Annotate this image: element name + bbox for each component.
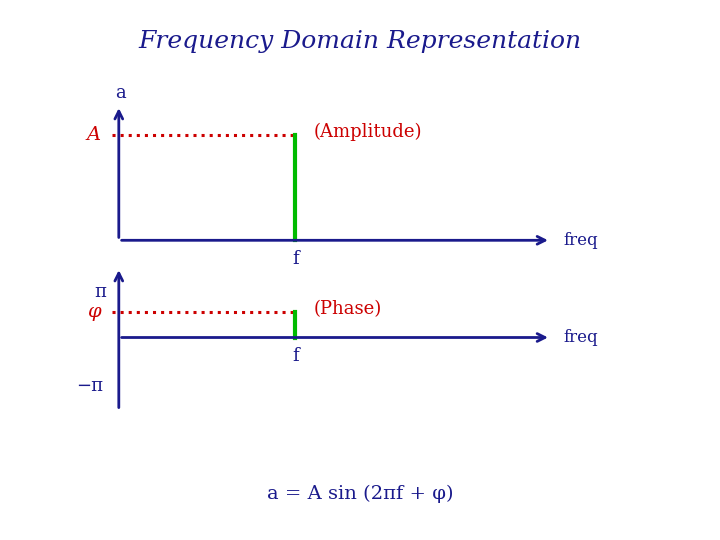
Text: (Amplitude): (Amplitude) <box>313 123 422 141</box>
Text: f: f <box>292 347 299 365</box>
Text: Frequency Domain Representation: Frequency Domain Representation <box>138 30 582 53</box>
Text: freq: freq <box>564 232 598 249</box>
Text: a = A sin (2πf + φ): a = A sin (2πf + φ) <box>266 485 454 503</box>
Text: freq: freq <box>564 329 598 346</box>
Text: −π: −π <box>76 377 103 395</box>
Text: f: f <box>292 250 299 268</box>
Text: a: a <box>116 84 126 102</box>
Text: φ: φ <box>87 302 101 321</box>
Text: (Phase): (Phase) <box>313 300 382 318</box>
Text: A: A <box>86 126 101 144</box>
Text: π: π <box>94 282 106 301</box>
